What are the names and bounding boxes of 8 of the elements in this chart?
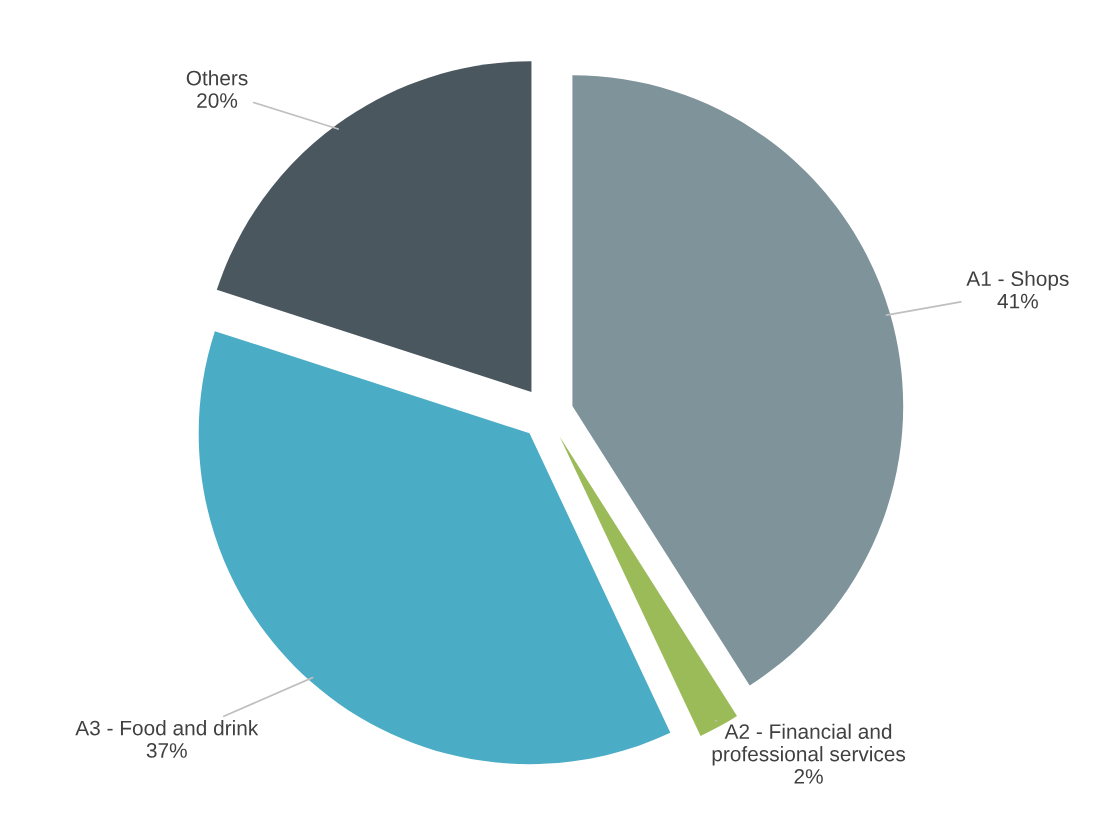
data-label: 2%	[794, 769, 823, 784]
data-label: 41%	[997, 293, 1038, 309]
slice-label: Others	[186, 70, 248, 86]
data-label: 37%	[146, 743, 187, 758]
slice-label: A2 - Financial and professional services	[712, 723, 906, 766]
slice-label: A1 - Shops	[966, 270, 1069, 291]
slice-label: A3 - Food and drink	[75, 720, 259, 736]
data-label: 20%	[197, 93, 238, 108]
